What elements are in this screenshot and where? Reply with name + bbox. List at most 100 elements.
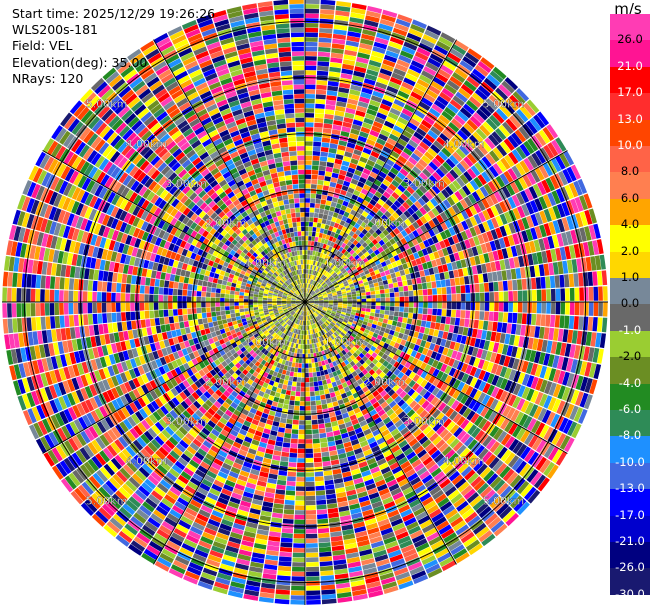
velocity-gate [498,124,511,138]
velocity-gate [399,291,404,297]
velocity-gate [310,264,313,270]
velocity-gate [305,377,310,383]
velocity-gate [543,263,550,276]
velocity-gate [598,286,603,301]
velocity-gate [328,71,341,78]
velocity-gate [469,227,477,237]
velocity-gate [583,287,589,301]
velocity-gate [576,330,583,345]
velocity-gate [309,372,313,378]
velocity-gate [315,366,320,372]
velocity-gate [338,240,344,247]
velocity-gate [361,298,367,302]
velocity-gate [489,302,495,312]
velocity-gate [486,74,501,87]
velocity-gate [556,203,566,218]
velocity-gate [465,138,477,150]
velocity-gate [305,169,312,175]
velocity-gate [305,89,316,94]
velocity-gate [321,282,326,287]
velocity-gate [449,341,456,350]
velocity-gate [495,364,503,376]
velocity-gate [332,293,338,296]
velocity-gate [382,265,389,272]
velocity-gate [474,162,485,174]
velocity-gate [308,363,312,368]
velocity-gate [444,186,454,196]
velocity-gate [444,255,451,264]
velocity-gate [306,325,308,330]
velocity-gate [545,314,551,327]
velocity-gate [307,259,310,265]
velocity-gate [366,298,371,302]
velocity-gate [361,275,367,280]
velocity-gate [312,275,315,280]
velocity-gate [329,285,335,289]
velocity-gate [393,254,400,262]
velocity-gate [456,302,461,310]
velocity-gate [561,217,570,232]
velocity-gate [348,162,357,170]
velocity-gate [370,290,376,295]
velocity-gate [365,273,371,278]
velocity-gate [337,308,342,312]
velocity-gate [432,76,446,87]
velocity-gate [501,186,511,198]
velocity-gate [410,60,425,70]
velocity-gate [337,144,346,151]
velocity-gate [307,255,310,260]
velocity-gate [305,174,312,179]
velocity-gate [474,64,489,77]
velocity-gate [545,177,556,192]
velocity-gate [318,297,324,299]
velocity-gate [457,110,469,122]
velocity-gate [316,70,329,76]
velocity-gate [297,348,301,354]
velocity-gate [529,350,537,363]
velocity-gate [366,138,376,146]
velocity-gate [412,166,422,175]
velocity-gate [570,359,578,374]
velocity-gate [331,43,345,50]
velocity-gate [308,296,313,300]
velocity-gate [334,285,340,289]
velocity-gate [309,297,314,301]
velocity-gate [322,243,327,249]
velocity-gate [321,375,326,381]
velocity-gate [293,533,305,539]
velocity-gate [596,270,603,286]
velocity-gate [324,475,334,481]
velocity-gate [309,284,312,289]
velocity-gate [351,124,362,131]
velocity-gate [399,86,412,95]
velocity-gate [342,307,347,311]
velocity-gate [324,239,329,245]
velocity-gate [283,379,289,385]
velocity-gate [478,320,484,330]
velocity-gate [366,295,371,299]
velocity-gate [350,311,356,316]
velocity-gate [454,277,460,286]
velocity-gate [447,52,462,64]
velocity-gate [315,232,320,238]
velocity-gate [311,362,316,368]
velocity-gate [305,505,316,510]
velocity-gate [319,228,325,234]
velocity-gate [389,268,395,274]
velocity-gate [463,156,474,168]
velocity-gate [319,287,324,291]
velocity-gate [547,142,559,157]
velocity-gate [411,259,418,267]
velocity-gate [384,310,390,315]
velocity-gate [398,286,404,292]
velocity-gate [318,165,326,171]
velocity-gate [333,267,339,272]
velocity-gate [442,175,452,186]
velocity-gate [316,509,328,515]
velocity-gate [562,168,573,184]
velocity-gate [508,291,513,302]
velocity-gate [523,102,536,117]
velocity-gate [545,276,551,289]
velocity-gate [442,264,449,272]
velocity-gate [305,495,316,501]
